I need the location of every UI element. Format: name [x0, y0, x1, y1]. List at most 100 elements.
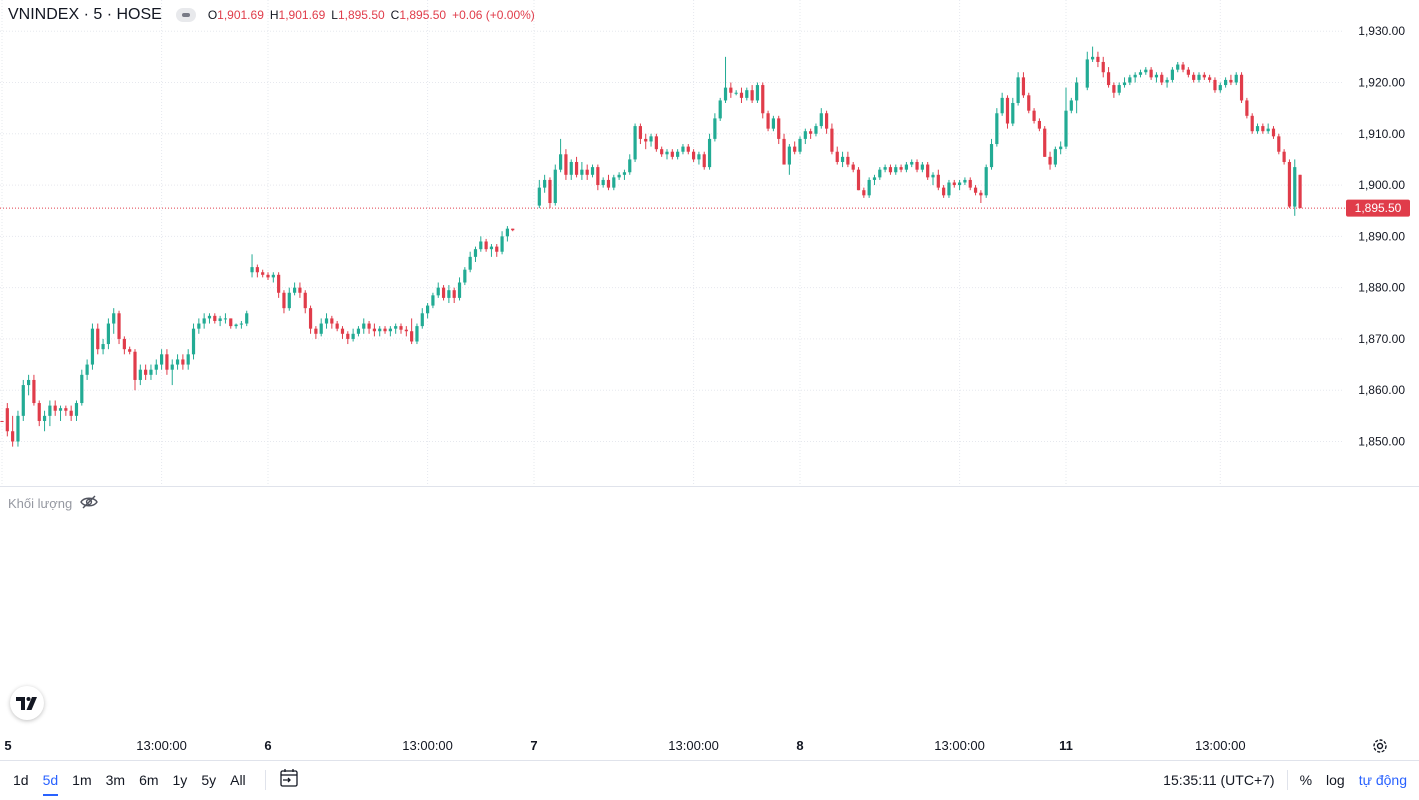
candle-body: [255, 267, 259, 273]
candle-body: [223, 318, 228, 320]
range-button-3m[interactable]: 3m: [105, 772, 126, 788]
candle: [106, 318, 110, 350]
candle-body: [447, 290, 451, 298]
candle-body: [500, 236, 504, 252]
symbol-title[interactable]: VNINDEX · 5 · HOSE: [8, 6, 162, 23]
candle: [319, 318, 323, 337]
candle-body: [80, 374, 84, 404]
candle: [1048, 151, 1052, 170]
candle: [293, 282, 297, 296]
candle-body: [803, 131, 807, 139]
range-button-6m[interactable]: 6m: [139, 772, 159, 788]
ohlc-low-value: 1,895.50: [337, 8, 385, 22]
candle-body: [404, 329, 408, 332]
candle: [96, 323, 100, 355]
y-tick-label: 1,860.00: [1358, 383, 1405, 397]
candle: [399, 323, 403, 334]
candle: [112, 308, 116, 334]
collapse-legend-icon[interactable]: [175, 8, 196, 22]
candle: [58, 405, 63, 421]
candle: [495, 244, 499, 257]
candle-body: [734, 92, 738, 94]
candle: [1021, 72, 1026, 98]
range-button-1y[interactable]: 1y: [172, 772, 188, 788]
log-scale-toggle[interactable]: log: [1326, 772, 1345, 788]
candle: [973, 185, 978, 196]
candle-body: [958, 182, 962, 186]
x-tick-label: 13:00:00: [136, 738, 187, 753]
candle-body: [1149, 69, 1153, 78]
candle-body: [920, 164, 924, 170]
price-chart[interactable]: 1,930.00 1,920.00 1,910.00 1,900.00 1,890.00…: [0, 0, 1419, 760]
time-axis[interactable]: 5 13:00:00 6 13:00:00 7 13:00:00 8 13:00:00 11 13…: [4, 738, 1245, 753]
price-axis[interactable]: 1,930.00 1,920.00 1,910.00 1,900.00 1,890.00…: [1358, 24, 1405, 448]
candle-body: [713, 118, 717, 139]
candle-body: [367, 323, 371, 329]
candle-body: [410, 331, 414, 342]
range-button-1d[interactable]: 1d: [13, 772, 29, 788]
range-button-all[interactable]: All: [230, 772, 246, 788]
range-button-5d[interactable]: 5d: [36, 772, 66, 796]
candle-body: [878, 169, 882, 178]
y-tick-label: 1,910.00: [1358, 127, 1405, 141]
auto-scale-toggle[interactable]: tự động: [1358, 772, 1407, 788]
candle: [1245, 97, 1249, 119]
candle-body: [915, 161, 919, 170]
range-button-1m[interactable]: 1m: [72, 772, 92, 788]
go-to-date-calendar-icon[interactable]: [278, 768, 300, 793]
ohlc-low-label: L: [331, 8, 338, 22]
candle-body: [287, 292, 291, 309]
candle: [1106, 67, 1111, 88]
candle-body: [239, 323, 243, 325]
candle: [1160, 72, 1164, 86]
tradingview-logo-icon[interactable]: [10, 686, 44, 720]
candle: [223, 313, 228, 324]
candle-body: [963, 179, 967, 183]
candle: [165, 349, 169, 375]
candle: [484, 238, 488, 252]
candle: [904, 161, 908, 173]
candle: [617, 172, 621, 180]
candle-body: [484, 241, 488, 250]
candle: [191, 323, 196, 360]
candle: [426, 303, 430, 319]
candle: [308, 305, 313, 334]
percent-scale-toggle[interactable]: %: [1299, 772, 1313, 788]
y-tick-label: 1,890.00: [1358, 229, 1405, 243]
candle: [42, 410, 47, 432]
candle-body: [638, 126, 642, 139]
eye-hidden-icon[interactable]: [80, 495, 99, 512]
candle: [835, 146, 839, 165]
candle: [245, 310, 249, 327]
candle: [473, 246, 478, 262]
candle-body: [718, 100, 722, 119]
candle-body: [676, 151, 680, 157]
candle-body: [654, 136, 658, 150]
timezone-clock[interactable]: 15:35:11 (UTC+7): [1163, 772, 1275, 788]
candle-body: [346, 333, 350, 339]
candle-body: [64, 408, 68, 411]
last-price-tag: 1,895.50: [1346, 199, 1410, 217]
candle-body: [1059, 146, 1063, 150]
candle: [11, 415, 15, 447]
candle: [713, 113, 717, 142]
candle: [207, 313, 212, 324]
candle: [1176, 61, 1180, 73]
candle: [1005, 95, 1010, 129]
candle-body: [649, 136, 653, 142]
candle: [707, 133, 712, 170]
candle-body: [1075, 82, 1079, 101]
volume-legend: Khối lượng: [8, 495, 99, 512]
settings-gear-icon[interactable]: [1371, 737, 1389, 760]
candle: [410, 318, 414, 345]
candle: [910, 159, 914, 168]
x-tick-label: 13:00:00: [934, 738, 985, 753]
candle: [734, 90, 738, 96]
candle: [952, 179, 956, 188]
range-button-5y[interactable]: 5y: [201, 772, 217, 788]
candle-body: [388, 328, 392, 332]
ohlc-open: O1,901.69: [208, 8, 264, 22]
candle: [1144, 67, 1148, 75]
candle: [303, 290, 307, 314]
candle-body: [819, 113, 823, 127]
